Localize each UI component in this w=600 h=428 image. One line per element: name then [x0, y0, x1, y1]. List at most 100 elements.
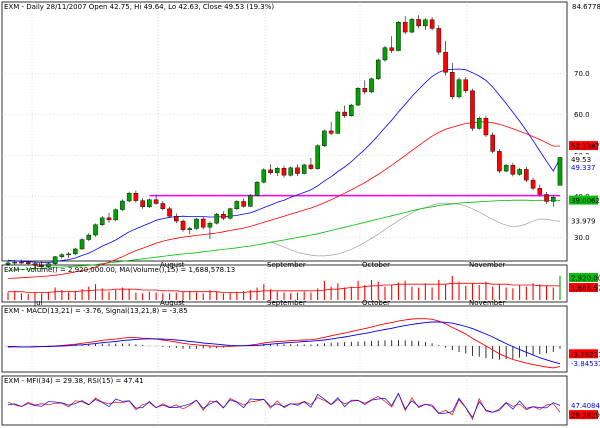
rsi-line: [7, 392, 561, 419]
candle-body: [557, 157, 563, 186]
candle-body: [19, 261, 24, 264]
candle-body: [369, 78, 374, 93]
candle-body: [281, 168, 287, 176]
macd-line: [7, 318, 561, 369]
candle-body: [362, 88, 368, 93]
candle-body: [187, 228, 193, 230]
candle-body: [503, 165, 509, 172]
candle-body: [5, 262, 11, 265]
macd-header: EXM - MACD(13,21) = -3.76, Signal(13,21,…: [4, 307, 188, 315]
candle-body: [389, 47, 394, 51]
ma-mid-line: [7, 121, 560, 279]
price-badge-bg: [569, 195, 598, 205]
candle-body: [221, 213, 226, 219]
candle-body: [153, 199, 159, 204]
mfi-badge: 29.3829: [571, 412, 600, 420]
candle-body: [544, 194, 549, 202]
candle-body: [375, 59, 381, 80]
price-tick-label: 70.0: [574, 70, 590, 78]
candle-body: [342, 111, 347, 116]
candle-body: [268, 169, 273, 173]
candle-body: [214, 213, 219, 224]
candle-body: [194, 218, 199, 229]
volume-ma-line: [8, 282, 561, 293]
candle-body: [402, 22, 408, 33]
candle-body: [315, 145, 320, 169]
volume-panel: [1, 264, 568, 303]
price-tick-label: 60.0: [574, 111, 590, 119]
candle-body: [79, 239, 85, 250]
candle-body: [476, 117, 482, 129]
macd-badge-bg: [569, 349, 598, 359]
candle-body: [140, 200, 145, 207]
candle-body: [234, 201, 240, 209]
candle-body: [39, 265, 44, 267]
price-badge: 49.53: [571, 156, 591, 164]
candle-body: [550, 197, 556, 202]
candle-body: [328, 130, 334, 134]
candle-body: [261, 169, 267, 183]
candle-body: [99, 217, 105, 225]
macd-signal-badge: -3.84537: [571, 360, 600, 368]
volume-badge-bg: [569, 273, 598, 282]
candle-body: [463, 79, 469, 91]
candle-body: [288, 167, 294, 176]
candle-body: [52, 256, 58, 264]
month-label: Jul: [33, 299, 43, 307]
candle-body: [396, 22, 401, 51]
candle-body: [25, 262, 31, 264]
candle-body: [254, 181, 260, 196]
candle-body: [349, 104, 354, 116]
price-top-label: 84.6778: [572, 3, 600, 11]
candle-body: [113, 209, 118, 221]
month-label: August: [160, 299, 185, 307]
candle-body: [524, 169, 529, 181]
ma-short-line: [7, 68, 561, 263]
candle-body: [73, 248, 78, 255]
candle-body: [382, 47, 388, 61]
candle-body: [490, 134, 495, 152]
price-badge: 33.979: [571, 218, 596, 226]
candle-body: [248, 195, 253, 207]
month-label: September: [267, 261, 306, 269]
mfi-header: EXM - MFI(34) = 29.38, RSI(15) = 47.41: [4, 377, 144, 385]
ma-grey-line: [270, 202, 561, 257]
candle-body: [12, 261, 18, 264]
month-label: November: [469, 299, 506, 307]
price-badge-bg: [569, 216, 598, 226]
candle-body: [537, 188, 543, 195]
month-label: November: [469, 261, 506, 269]
candle-body: [322, 130, 327, 146]
price-badge-bg: [569, 162, 598, 172]
candle-body: [409, 19, 415, 33]
candle-body: [93, 224, 98, 236]
candle-body: [46, 263, 51, 267]
candle-body: [274, 168, 280, 173]
candle-body: [200, 218, 206, 228]
plot-area: [5, 15, 563, 421]
ma-long-line: [7, 199, 560, 271]
price-badge-bg: [569, 141, 598, 151]
candle-body: [147, 199, 152, 207]
candle-body: [59, 254, 65, 257]
candle-body: [423, 19, 428, 27]
candle-body: [355, 88, 361, 106]
month-label: August: [160, 261, 185, 269]
macd-panel: [1, 305, 568, 373]
candle-body: [207, 222, 213, 228]
month-label: October: [362, 299, 390, 307]
volume-ma-badge-bg: [569, 283, 598, 292]
candle-body: [120, 200, 125, 210]
price-header: EXM - Daily 28/11/2007 Open 42.75, Hi 49…: [4, 3, 274, 11]
macd-signal-line: [8, 321, 561, 365]
month-label: September: [267, 299, 306, 307]
candle-body: [335, 111, 341, 134]
candle-body: [530, 179, 536, 189]
rsi-badge: 47.4084: [571, 402, 600, 410]
candle-body: [227, 208, 233, 219]
candle-body: [32, 263, 38, 266]
macd-badge: -3.76217: [571, 351, 600, 359]
month-labels-main: Jul August September October November: [33, 261, 506, 269]
candle-body: [241, 201, 246, 207]
